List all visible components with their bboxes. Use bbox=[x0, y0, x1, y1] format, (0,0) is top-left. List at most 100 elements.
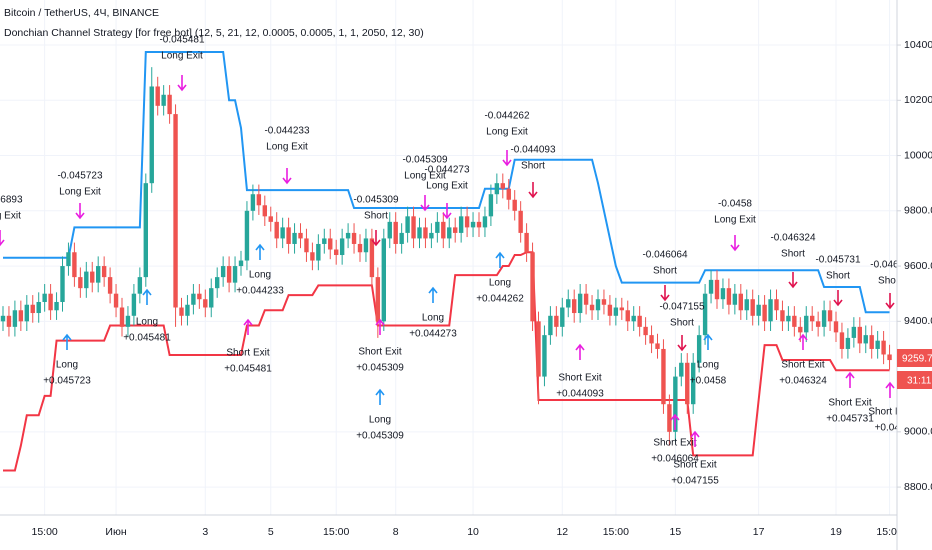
candle-body bbox=[66, 252, 71, 267]
trade-arrow bbox=[420, 195, 430, 212]
candle-body bbox=[708, 279, 714, 294]
y-tick-label: 9800.00 bbox=[904, 205, 932, 217]
candle-body bbox=[625, 310, 630, 322]
candle-body bbox=[173, 114, 178, 308]
candle-body bbox=[137, 277, 143, 294]
candle-body bbox=[637, 315, 642, 327]
candle-body bbox=[54, 301, 59, 311]
candle-body bbox=[197, 293, 202, 300]
candle-body bbox=[488, 194, 494, 217]
candle-body bbox=[542, 335, 547, 377]
trade-label: Short Exit bbox=[673, 460, 717, 471]
candle-body bbox=[369, 238, 375, 278]
grid-layer bbox=[0, 0, 897, 515]
candle-body bbox=[107, 277, 113, 294]
trade-label: -0.045309 bbox=[353, 195, 398, 206]
trade-arrow bbox=[371, 230, 381, 247]
trade-label: +0.046 bbox=[875, 423, 906, 434]
trade-label: -0.0458 bbox=[718, 199, 752, 210]
trade-label: Long Exit bbox=[266, 142, 308, 153]
candle-body bbox=[316, 243, 321, 261]
x-tick-label: 15:00 bbox=[603, 526, 629, 538]
trade-arrow bbox=[282, 168, 292, 185]
candle-body bbox=[167, 94, 172, 115]
y-tick-label: 10200.00 bbox=[904, 94, 932, 106]
candle-body bbox=[702, 293, 708, 336]
candle-body bbox=[792, 315, 797, 327]
candle-body bbox=[613, 307, 619, 316]
candle-body bbox=[476, 221, 482, 228]
candle-body bbox=[24, 304, 29, 322]
candle-body bbox=[351, 232, 357, 244]
candle-body bbox=[881, 340, 886, 355]
candle-body bbox=[518, 210, 523, 233]
candle-body bbox=[12, 310, 18, 327]
candle-body bbox=[203, 299, 208, 308]
trade-label: Short bbox=[670, 318, 694, 329]
candle-body bbox=[363, 238, 369, 253]
candle-body bbox=[447, 227, 452, 239]
candle-body bbox=[345, 232, 351, 239]
candle-body bbox=[387, 221, 392, 239]
candle-body bbox=[821, 310, 827, 327]
trade-arrow bbox=[442, 203, 452, 220]
candle-body bbox=[673, 376, 678, 432]
candle-body bbox=[524, 232, 529, 253]
candle-body bbox=[685, 362, 690, 405]
trade-label: Long Exit bbox=[486, 127, 528, 138]
x-tick-label: 15:00 bbox=[32, 526, 58, 538]
candle-body bbox=[18, 310, 24, 322]
candle-body bbox=[113, 293, 119, 308]
trade-arrow bbox=[428, 286, 438, 303]
candle-body bbox=[417, 227, 422, 239]
candle-body bbox=[548, 315, 553, 336]
candle-body bbox=[667, 404, 672, 432]
candle-body bbox=[756, 304, 761, 316]
trade-label: -0.045723 bbox=[57, 171, 102, 182]
trade-label: Short Exit bbox=[226, 348, 270, 359]
trade-label: Long bbox=[369, 415, 391, 426]
candle-body bbox=[631, 315, 636, 322]
candle-body bbox=[453, 227, 458, 233]
trade-label: Short bbox=[826, 271, 850, 282]
candle-body bbox=[798, 326, 803, 333]
trade-label: -0.046893 bbox=[0, 195, 23, 206]
trade-arrow bbox=[660, 285, 670, 302]
candle-body bbox=[441, 221, 446, 239]
candle-body bbox=[530, 252, 535, 322]
candle-body bbox=[292, 232, 297, 244]
trade-arrow bbox=[375, 388, 385, 405]
candle-body bbox=[375, 277, 381, 322]
trade-label: Short Exit bbox=[781, 360, 825, 371]
candle-body bbox=[649, 335, 654, 344]
trade-label: +0.046324 bbox=[779, 376, 827, 387]
trade-label: +0.045723 bbox=[43, 376, 91, 387]
candle-body bbox=[512, 199, 517, 211]
candle-body bbox=[280, 227, 285, 239]
candle-body bbox=[220, 266, 226, 278]
candle-body bbox=[643, 326, 648, 336]
trade-label: Long Exit bbox=[59, 187, 101, 198]
candle-body bbox=[357, 243, 363, 253]
candle-body bbox=[786, 315, 791, 322]
candle-body bbox=[209, 288, 214, 308]
candle-body bbox=[238, 260, 244, 267]
candle-body bbox=[661, 348, 666, 405]
trade-label: -0.04602 bbox=[870, 260, 910, 271]
candle-body bbox=[298, 232, 303, 239]
candle-body bbox=[411, 216, 416, 239]
trade-arrow bbox=[495, 251, 505, 268]
x-tick-label: 15:00 bbox=[323, 526, 349, 538]
trade-label: Long Exit bbox=[161, 51, 203, 62]
trade-label: Short bbox=[521, 161, 545, 172]
trade-arrow bbox=[833, 290, 843, 307]
candle-body bbox=[155, 86, 160, 106]
candle-body bbox=[458, 216, 464, 233]
trade-label: Long bbox=[249, 270, 271, 281]
candle-body bbox=[399, 232, 404, 244]
candle-body bbox=[101, 266, 107, 278]
trade-label: Long bbox=[136, 317, 158, 328]
y-tick-label: 10000.00 bbox=[904, 149, 932, 161]
